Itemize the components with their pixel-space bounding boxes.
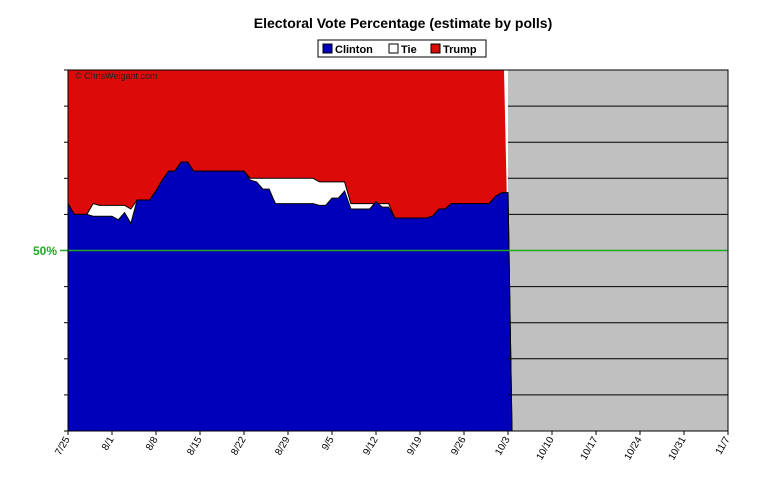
x-tick-label: 7/25	[53, 435, 72, 458]
plot-frame	[67, 69, 729, 432]
legend-label-clinton: Clinton	[335, 44, 373, 56]
x-tick-label: 9/12	[361, 435, 380, 458]
x-tick-label: 11/7	[714, 435, 733, 457]
legend-label-trump: Trump	[443, 44, 477, 56]
x-tick-label: 10/24	[623, 435, 645, 463]
x-tick-label: 8/1	[100, 435, 117, 453]
plot-area	[60, 69, 729, 432]
legend-label-tie: Tie	[401, 44, 417, 56]
x-tick-label: 10/3	[493, 435, 512, 458]
x-tick-label: 10/10	[535, 435, 557, 463]
x-axis-ticks: 7/25 8/1 8/8 8/15 8/22 8/29 9/5 9/12 9/19 9/26 10/…	[53, 431, 733, 463]
x-tick-label: 9/26	[449, 435, 468, 458]
x-tick-label: 8/8	[144, 435, 161, 453]
x-tick-label: 10/17	[579, 435, 601, 463]
chart-title: Electoral Vote Percentage (estimate by p…	[254, 15, 553, 31]
x-tick-label: 8/15	[185, 435, 204, 458]
legend: Clinton Tie Trump	[317, 39, 487, 58]
legend-swatch-trump	[430, 43, 441, 54]
watermark: © ChrisWeigant.com	[75, 71, 158, 81]
x-tick-label: 8/29	[273, 435, 292, 458]
legend-swatch-tie	[388, 43, 399, 54]
x-tick-label: 8/22	[229, 435, 248, 458]
x-tick-label: 9/19	[405, 435, 424, 458]
x-tick-label: 10/31	[667, 435, 689, 463]
series-area-clinton	[67, 161, 513, 432]
reference-line-label: 50%	[33, 244, 57, 258]
x-tick-label: 9/5	[320, 435, 337, 453]
legend-box	[317, 39, 487, 58]
legend-swatch-clinton	[322, 43, 333, 54]
